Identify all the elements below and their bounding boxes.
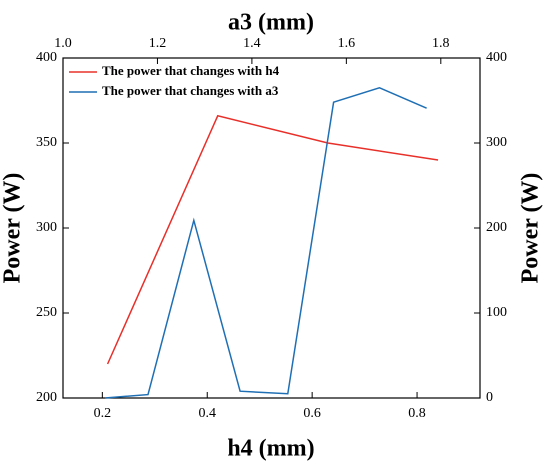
top-axis-title: a3 (mm) [228,10,314,36]
y2-tick-label: 0 [486,390,493,405]
x-tick-label: 0.4 [198,406,216,421]
y-tick-label: 300 [36,220,57,235]
legend-label: The power that changes with h4 [102,63,280,78]
bottom-axis-title: h4 (mm) [227,436,314,462]
legend-label: The power that changes with a3 [102,83,279,98]
y-tick-label: 200 [36,390,57,405]
x2-tick-label: 1.4 [243,36,261,51]
right-axis-title: Power (W) [518,173,544,284]
x-tick-label: 0.2 [94,406,112,421]
x-tick-label: 0.6 [303,406,321,421]
left-axis-title: Power (W) [0,173,26,284]
x2-tick-label: 1.0 [54,36,72,51]
series-line [106,114,439,365]
y2-tick-label: 300 [486,135,507,150]
y2-tick-label: 100 [486,305,507,320]
y-tick-label: 400 [36,50,57,65]
plot-frame [62,57,481,399]
x2-tick-label: 1.2 [149,36,167,51]
x-tick-label: 0.8 [408,406,426,421]
y-tick-label: 350 [36,135,57,150]
series-line [104,86,427,399]
y2-tick-label: 400 [486,50,507,65]
x2-tick-label: 1.8 [432,36,450,51]
y2-tick-label: 200 [486,220,507,235]
x2-tick-label: 1.6 [338,36,356,51]
y-tick-label: 250 [36,305,57,320]
